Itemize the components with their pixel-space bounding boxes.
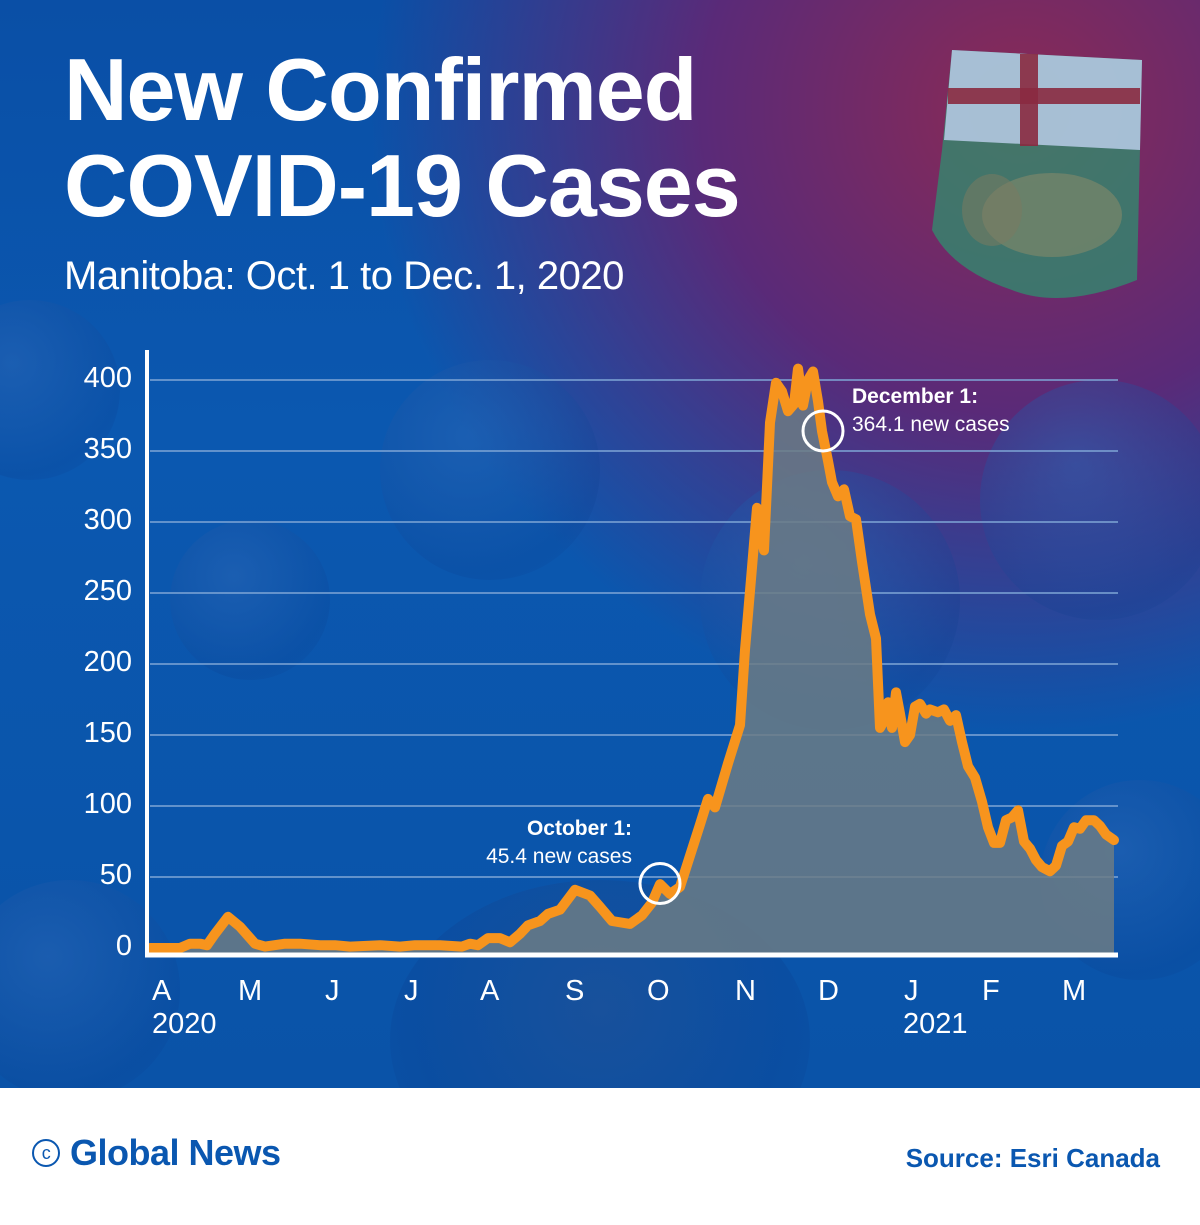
y-tick-label: 300 (83, 504, 132, 536)
year-label-2021: 2021 (903, 1008, 968, 1040)
x-tick-label: M (238, 975, 263, 1007)
manitoba-shield-icon (932, 50, 1142, 298)
x-tick-label: J (904, 975, 919, 1007)
x-tick-label: N (735, 975, 756, 1007)
x-tick-label: M (1062, 975, 1087, 1007)
y-tick-label: 250 (83, 575, 132, 607)
title-line-2: COVID-19 Cases (64, 136, 741, 235)
x-tick-label: F (982, 975, 1000, 1007)
x-tick-label: A (480, 975, 500, 1007)
annotation-october-value: 45.4 new cases (486, 845, 632, 868)
x-tick-label: S (565, 975, 585, 1007)
brand-name: Global News (70, 1132, 281, 1173)
annotation-december-label: December 1: (852, 385, 979, 408)
x-tick-label: J (325, 975, 340, 1007)
virus-graphic (380, 360, 600, 580)
annotation-december-value: 364.1 new cases (852, 413, 1010, 436)
line-chart (145, 363, 1119, 954)
page-title: New Confirmed COVID-19 Cases (64, 40, 741, 235)
virus-graphic (0, 880, 180, 1088)
title-line-1: New Confirmed (64, 40, 697, 139)
annotation-october-label: October 1: (526, 817, 632, 840)
y-tick-label: 50 (99, 859, 132, 891)
x-tick-label: O (647, 975, 670, 1007)
y-tick-label: 400 (83, 362, 132, 394)
year-label-2020: 2020 (152, 1008, 217, 1040)
x-tick-label: J (404, 975, 419, 1007)
annotation-marker-december (801, 409, 845, 453)
area-fill (150, 368, 1114, 954)
annotation-marker-october (638, 862, 682, 906)
y-tick-label: 150 (83, 717, 132, 749)
y-tick-label: 350 (83, 433, 132, 465)
brand-logo: c Global News (32, 1132, 281, 1174)
y-tick-label: 0 (115, 930, 132, 962)
x-tick-label: A (152, 975, 172, 1007)
annotation-december: December 1: 364.1 new cases (852, 383, 1010, 439)
series-line (145, 363, 1119, 953)
x-tick-label: D (818, 975, 839, 1007)
copyright-icon: c (32, 1139, 60, 1167)
subtitle: Manitoba: Oct. 1 to Dec. 1, 2020 (64, 254, 624, 298)
virus-graphic (170, 520, 330, 680)
source-credit: Source: Esri Canada (905, 1143, 1160, 1173)
footer (0, 1088, 1200, 1225)
y-tick-label: 200 (83, 646, 132, 678)
annotation-october: October 1: 45.4 new cases (400, 815, 632, 871)
virus-graphic (980, 380, 1200, 620)
y-tick-label: 100 (83, 788, 132, 820)
